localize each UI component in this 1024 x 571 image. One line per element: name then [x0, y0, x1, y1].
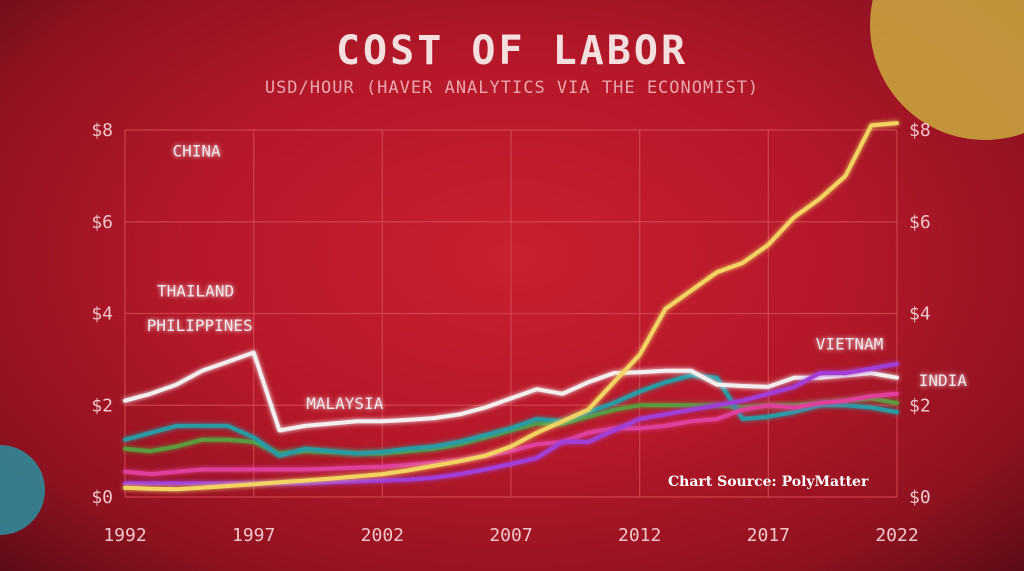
- x-tick-label: 2012: [618, 525, 661, 546]
- series-label-malaysia: MALAYSIA: [306, 394, 383, 413]
- series-line-malaysia: [123, 350, 899, 433]
- y-tick-label-left: $4: [91, 304, 113, 325]
- x-tick-label: 1997: [232, 525, 275, 546]
- series-line-india: [123, 391, 899, 477]
- series-label-philippines: PHILIPPINES: [147, 316, 253, 335]
- series-line-thailand: [123, 373, 899, 458]
- chart-source: Chart Source: PolyMatter: [668, 474, 869, 490]
- series-label-vietnam: VIETNAM: [816, 334, 883, 353]
- series-lines: [123, 121, 899, 492]
- x-tick-label: 2017: [747, 525, 790, 546]
- x-tick-label: 2002: [361, 525, 404, 546]
- y-tick-label-left: $2: [91, 395, 113, 416]
- series-label-china: CHINA: [172, 142, 221, 161]
- decor-circle-teal: [0, 445, 45, 535]
- y-tick-label-right: $4: [909, 304, 931, 325]
- decor-circle-gold: [870, 0, 1024, 140]
- x-tick-label: 2022: [875, 525, 918, 546]
- chart-title: COST OF LABOR: [335, 28, 689, 74]
- chart-subtitle: USD/HOUR (HAVER ANALYTICS VIA THE ECONOM…: [264, 78, 760, 98]
- y-tick-label-right: $6: [909, 212, 931, 233]
- y-tick-label-left: $8: [91, 120, 113, 141]
- series-labels: CHINA VIETNAM INDIA MALAYSIA THAILAND PHILIPP…: [117, 142, 968, 413]
- x-tick-label: 2007: [489, 525, 532, 546]
- y-tick-label-right: $0: [909, 487, 931, 508]
- axis-ticks: 1992 1997 2002 2007 2012 2017 2022 $0 $0 $2 $2 $4 $4…: [91, 120, 930, 546]
- y-tick-label-left: $6: [91, 212, 113, 233]
- y-tick-label-right: $2: [909, 395, 931, 416]
- x-tick-label: 1992: [103, 525, 146, 546]
- series-label-thailand: THAILAND: [157, 282, 234, 301]
- series-line-china: [123, 121, 899, 492]
- series-label-india: INDIA: [919, 371, 968, 390]
- y-tick-label-right: $8: [909, 120, 931, 141]
- y-tick-label-left: $0: [91, 487, 113, 508]
